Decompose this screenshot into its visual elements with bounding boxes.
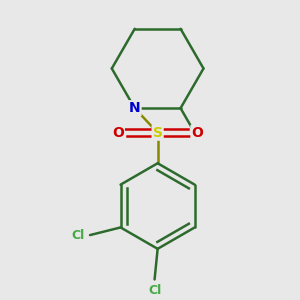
Text: Cl: Cl (148, 284, 161, 297)
Text: S: S (153, 126, 163, 140)
Text: N: N (129, 101, 140, 115)
Text: O: O (191, 126, 203, 140)
Text: Cl: Cl (71, 229, 84, 242)
Text: O: O (112, 126, 124, 140)
